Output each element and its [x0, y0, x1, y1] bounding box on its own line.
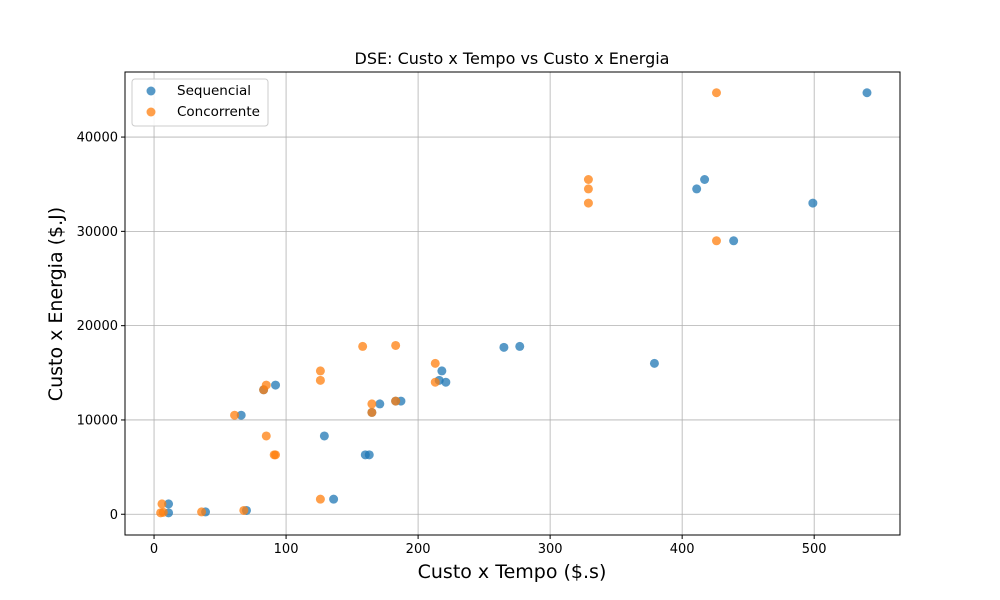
point-sequencial: [329, 494, 339, 504]
plot-frame: [124, 71, 901, 536]
point-concorrente: [583, 184, 593, 194]
point-concorrente: [583, 174, 593, 184]
axis-ticks: 0 100 200 300 400 500 0 10000 20000 30000 40000: [77, 131, 827, 557]
legend-marker-sequencial: [146, 86, 156, 96]
y-tick-label: 40000: [77, 131, 118, 146]
point-concorrente: [157, 499, 167, 509]
x-tick-label: 0: [150, 542, 158, 557]
y-tick-label: 30000: [77, 225, 118, 240]
point-concorrente: [197, 507, 207, 517]
point-sequencial: [700, 174, 710, 184]
point-sequencial: [236, 410, 246, 420]
legend-label-concorrente: Concorrente: [177, 104, 260, 120]
point-sequencial: [499, 342, 509, 352]
point-concorrente: [259, 385, 269, 395]
y-tick-label: 20000: [77, 319, 118, 334]
grid: [125, 72, 900, 535]
point-sequencial: [729, 236, 739, 246]
y-axis-label: Custo x Energia ($.J): [45, 207, 67, 401]
point-concorrente: [391, 340, 401, 350]
point-concorrente: [269, 450, 279, 460]
point-concorrente: [230, 410, 240, 420]
legend-box: [131, 78, 269, 127]
legend-marker-concorrente: [146, 107, 156, 117]
point-concorrente: [358, 341, 368, 351]
point-concorrente: [239, 505, 249, 515]
point-concorrente: [367, 407, 377, 417]
x-tick-label: 100: [274, 542, 299, 557]
point-sequencial: [649, 358, 659, 368]
x-tick-label: 400: [670, 542, 695, 557]
point-sequencial: [515, 341, 525, 351]
point-concorrente: [711, 236, 721, 246]
x-axis-label: Custo x Tempo ($.s): [418, 561, 607, 583]
point-sequencial: [862, 88, 872, 98]
point-concorrente: [583, 198, 593, 208]
point-concorrente: [315, 494, 325, 504]
point-sequencial: [360, 450, 370, 460]
y-tick-label: 10000: [77, 413, 118, 428]
data-points: [156, 88, 872, 518]
point-concorrente: [430, 358, 440, 368]
y-tick-label: 0: [110, 508, 118, 523]
point-sequencial: [375, 399, 385, 409]
point-sequencial: [808, 198, 818, 208]
point-sequencial: [271, 380, 281, 390]
legend-label-sequencial: Sequencial: [177, 83, 251, 99]
point-sequencial: [164, 499, 174, 509]
point-sequencial: [692, 184, 702, 194]
point-concorrente: [367, 399, 377, 409]
point-concorrente: [430, 377, 440, 387]
x-tick-label: 300: [538, 542, 563, 557]
point-concorrente: [261, 431, 271, 441]
point-concorrente: [391, 396, 401, 406]
x-tick-label: 200: [406, 542, 431, 557]
point-sequencial: [437, 366, 447, 376]
chart-title: DSE: Custo x Tempo vs Custo x Energia: [355, 49, 670, 68]
point-concorrente: [315, 366, 325, 376]
point-concorrente: [711, 88, 721, 98]
legend: Sequencial Concorrente: [131, 78, 269, 127]
point-concorrente: [315, 375, 325, 385]
x-tick-label: 500: [802, 542, 827, 557]
point-concorrente: [158, 507, 168, 517]
point-sequencial: [319, 431, 329, 441]
